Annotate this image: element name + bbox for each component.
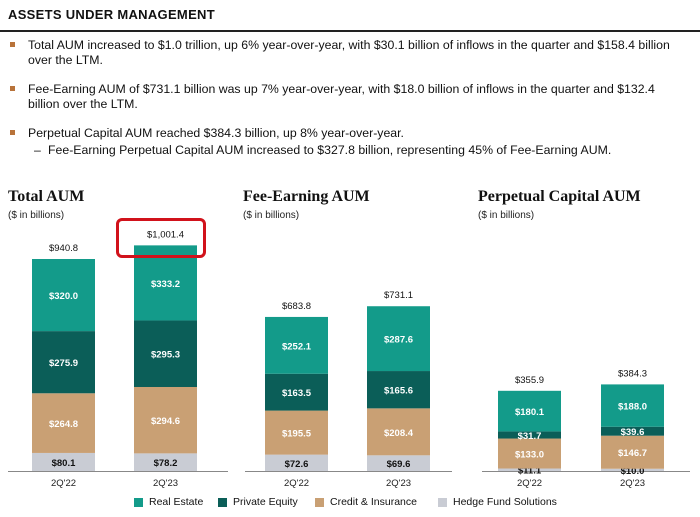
bar-segment-hedge-fund-solutions (367, 455, 430, 471)
bullet-perpetual-capital-aum: Perpetual Capital AUM reached $384.3 bil… (8, 126, 688, 141)
total-label: $731.1 (384, 290, 413, 301)
bullet-text: Fee-Earning AUM of $731.1 billion was up… (28, 82, 655, 111)
data-label: $78.2 (154, 458, 178, 469)
x-tick-label: 2Q'23 (620, 478, 645, 489)
bar-segment-hedge-fund-solutions (265, 454, 328, 471)
data-label: $195.5 (282, 429, 312, 440)
data-label: $287.6 (384, 335, 413, 346)
panel-subtitle-fee-earning-aum: ($ in billions) (243, 210, 300, 221)
bar-segment-credit-insurance (32, 393, 95, 453)
bar-segment-private-equity (32, 331, 95, 394)
data-label: $31.7 (518, 431, 542, 442)
bar-segment-private-equity (367, 371, 430, 409)
legend-swatch (134, 497, 143, 507)
panel-title-total-aum: Total AUM (8, 188, 85, 205)
chart-legend: Real Estate Private Equity Credit & Insu… (0, 496, 700, 514)
bar-segment-real-estate (367, 306, 430, 372)
bullet-text: Total AUM increased to $1.0 trillion, up… (28, 38, 670, 67)
legend-label: Private Equity (233, 496, 298, 508)
bullet-fee-earning-aum: Fee-Earning AUM of $731.1 billion was up… (8, 82, 688, 112)
data-label: $294.6 (151, 416, 180, 427)
data-label: $188.0 (618, 402, 647, 413)
panel-subtitle-total-aum: ($ in billions) (8, 210, 65, 221)
bar-segment-credit-insurance (367, 408, 430, 456)
bar-segment-private-equity (601, 426, 664, 436)
legend-swatch (218, 497, 227, 507)
total-label: $1,001.4 (147, 229, 184, 240)
bar-segment-credit-insurance (265, 410, 328, 455)
data-label: $163.5 (282, 388, 312, 399)
data-label: $133.0 (515, 450, 544, 461)
legend-swatch (438, 497, 447, 507)
highlight-box-total (116, 218, 206, 258)
data-label: $180.1 (515, 407, 545, 418)
panel-title-fee-earning-aum: Fee-Earning AUM (243, 188, 370, 205)
bullet-marker-icon (10, 86, 15, 91)
legend-item-hedge-fund: Hedge Fund Solutions (438, 496, 557, 508)
data-label: $69.6 (387, 459, 411, 470)
bar-segment-private-equity (498, 431, 561, 439)
bar-segment-real-estate (265, 316, 328, 374)
data-label: $264.8 (49, 419, 78, 430)
total-label: $384.3 (618, 368, 647, 379)
bullet-marker-icon (10, 42, 15, 47)
legend-item-credit-insurance: Credit & Insurance (315, 496, 417, 508)
data-label: $208.4 (384, 428, 414, 439)
data-label: $165.6 (384, 386, 413, 397)
legend-swatch (315, 497, 324, 507)
section-header: ASSETS UNDER MANAGEMENT (0, 0, 700, 32)
legend-label: Real Estate (149, 496, 204, 508)
bar-segment-real-estate (32, 259, 95, 332)
total-label: $355.9 (515, 375, 544, 386)
x-tick-label: 2Q'23 (386, 478, 411, 489)
x-tick-label: 2Q'23 (153, 478, 178, 489)
data-label: $333.2 (151, 279, 180, 290)
data-label: $80.1 (52, 458, 76, 469)
legend-item-real-estate: Real Estate (134, 496, 203, 508)
bar-segment-private-equity (265, 373, 328, 411)
bar-segment-real-estate (601, 384, 664, 427)
data-label: $146.7 (618, 448, 647, 459)
data-label: $10.0 (621, 466, 645, 477)
panel-subtitle-perpetual-capital-aum: ($ in billions) (478, 210, 535, 221)
bullet-total-aum: Total AUM increased to $1.0 trillion, up… (8, 38, 688, 68)
total-label: $683.8 (282, 301, 311, 312)
data-label: $252.1 (282, 341, 312, 352)
section-title: ASSETS UNDER MANAGEMENT (8, 7, 215, 22)
bar-segment-real-estate (498, 390, 561, 432)
bar-segment-hedge-fund-solutions (601, 468, 664, 471)
x-tick-label: 2Q'22 (517, 478, 542, 489)
bullet-text: Perpetual Capital AUM reached $384.3 bil… (28, 126, 404, 140)
dash-icon: – (34, 143, 41, 157)
legend-item-private-equity: Private Equity (218, 496, 298, 508)
data-label: $72.6 (285, 459, 309, 470)
bar-segment-hedge-fund-solutions (134, 453, 197, 471)
bar-segment-hedge-fund-solutions (498, 468, 561, 471)
bar-segment-credit-insurance (601, 435, 664, 469)
x-tick-label: 2Q'22 (51, 478, 76, 489)
bar-segment-hedge-fund-solutions (32, 452, 95, 471)
sub-bullet-perpetual: – Fee-Earning Perpetual Capital AUM incr… (8, 143, 688, 158)
bar-segment-credit-insurance (134, 386, 197, 454)
data-label: $39.6 (621, 427, 645, 438)
legend-label: Hedge Fund Solutions (453, 496, 557, 508)
bar-segment-private-equity (134, 320, 197, 387)
sub-bullet-text: Fee-Earning Perpetual Capital AUM increa… (48, 143, 612, 157)
total-label: $940.8 (49, 243, 78, 254)
x-tick-label: 2Q'22 (284, 478, 309, 489)
panel-title-perpetual-capital-aum: Perpetual Capital AUM (478, 188, 641, 205)
legend-label: Credit & Insurance (330, 496, 417, 508)
bar-segment-credit-insurance (498, 438, 561, 469)
bullet-marker-icon (10, 130, 15, 135)
bullet-list: Total AUM increased to $1.0 trillion, up… (8, 38, 688, 158)
data-label: $320.0 (49, 291, 78, 302)
data-label: $11.1 (518, 466, 542, 477)
data-label: $295.3 (151, 350, 180, 361)
data-label: $275.9 (49, 358, 78, 369)
